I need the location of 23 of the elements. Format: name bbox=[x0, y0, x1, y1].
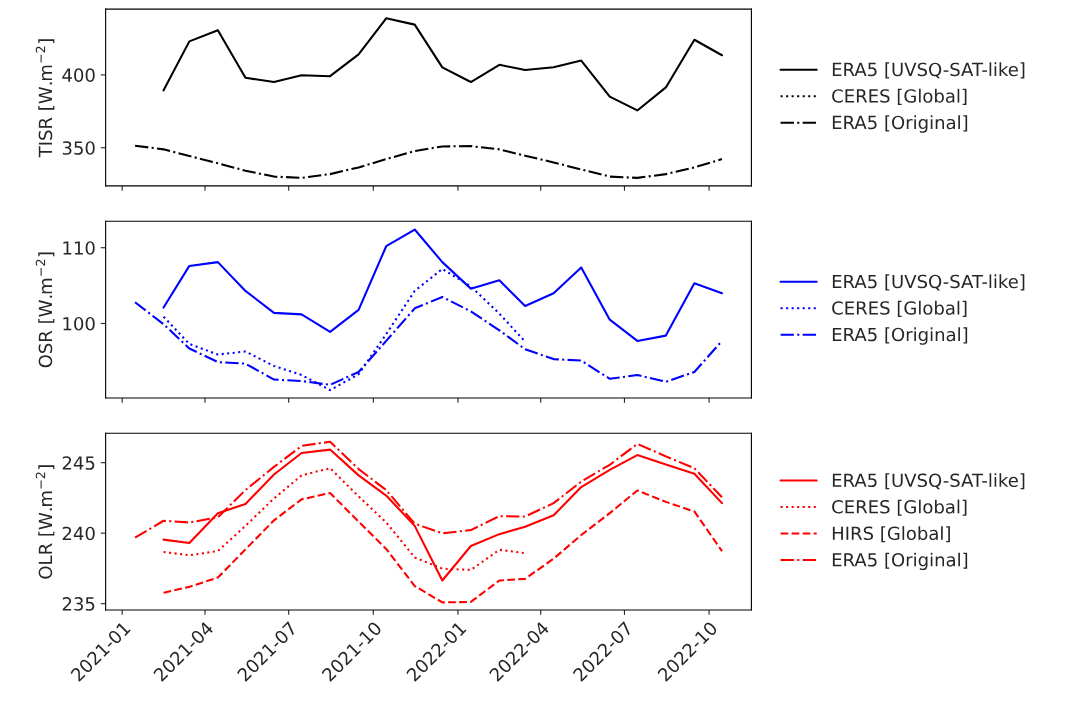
y-tick-label: 235 bbox=[62, 597, 95, 611]
line-series bbox=[162, 489, 724, 604]
y-tick-label: 100 bbox=[63, 316, 95, 331]
y-tick-label: 110 bbox=[63, 241, 95, 255]
legend-label: CERES [Global] bbox=[832, 499, 967, 516]
legend-label: ERA5 [Original] bbox=[832, 327, 968, 345]
y-tick-label: 245 bbox=[62, 456, 95, 470]
legend-label: ERA5 [Original] bbox=[832, 115, 968, 133]
legend-label: CERES [Global] bbox=[832, 300, 967, 317]
legend-label: CERES [Global] bbox=[832, 88, 967, 105]
legend-label: ERA5 [UVSQ-SAT-like] bbox=[832, 274, 1025, 291]
legend-label: ERA5 [UVSQ-SAT-like] bbox=[832, 62, 1025, 79]
y-axis-title: TISR [W.m$^{−2}$] bbox=[35, 39, 55, 158]
y-tick-label: 400 bbox=[62, 68, 95, 83]
line-series bbox=[134, 144, 724, 179]
y-tick-label: 240 bbox=[62, 526, 95, 541]
legend-label: HIRS [Global] bbox=[832, 526, 950, 543]
y-axis-title: OSR [W.m$^{−2}$] bbox=[35, 252, 55, 368]
legend-label: ERA5 [UVSQ-SAT-like] bbox=[832, 473, 1025, 490]
line-series bbox=[162, 17, 724, 112]
y-tick-label: 350 bbox=[62, 141, 95, 155]
y-axis-title: OLR [W.m$^{−2}$] bbox=[35, 465, 55, 579]
legend-label: ERA5 [Original] bbox=[832, 552, 968, 571]
